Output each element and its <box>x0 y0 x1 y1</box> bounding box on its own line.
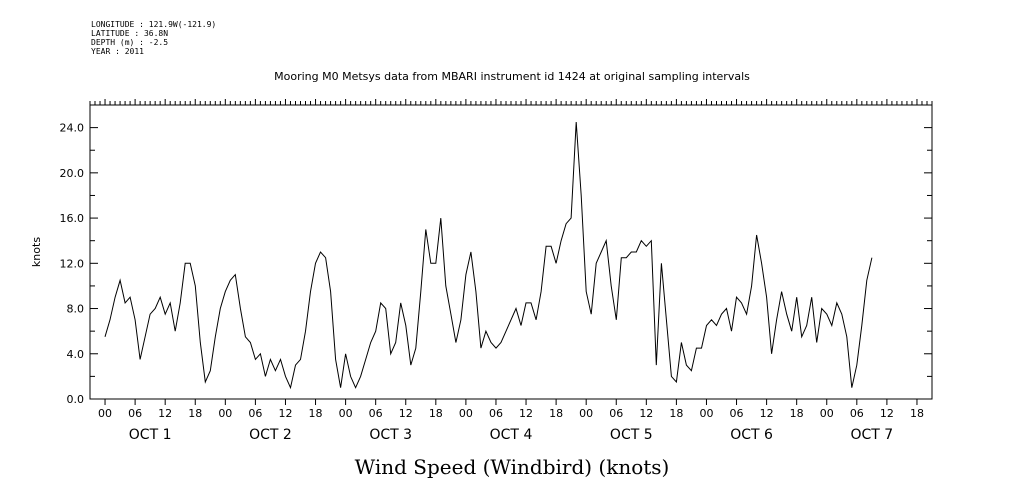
longitude-label: LONGITUDE : 121.9W(-121.9) <box>91 20 217 29</box>
x-tick-label: 00 <box>699 407 713 420</box>
x-tick-label: 12 <box>760 407 774 420</box>
y-tick-label: 16.0 <box>60 212 85 225</box>
x-tick-label: 18 <box>188 407 202 420</box>
year-label: YEAR : 2011 <box>91 47 144 56</box>
y-tick-label: 0.0 <box>67 393 85 406</box>
x-tick-labels: 00 06 12 18 00 06 12 18 00 06 12 18 00 06 12 18 00 06 12 18… <box>98 407 924 420</box>
day-label: OCT 6 <box>730 427 773 443</box>
x-tick-label: 06 <box>730 407 744 420</box>
metadata-block: LONGITUDE : 121.9W(-121.9) LATITUDE : 36… <box>91 20 216 56</box>
x-tick-label: 12 <box>158 407 172 420</box>
x-tick-label: 00 <box>98 407 112 420</box>
latitude-label: LATITUDE : 36.8N <box>91 29 169 38</box>
x-tick-label: 06 <box>369 407 383 420</box>
day-label: OCT 2 <box>249 427 292 443</box>
x-tick-label: 00 <box>459 407 473 420</box>
x-tick-label: 00 <box>820 407 834 420</box>
x-tick-label: 18 <box>910 407 924 420</box>
plot-frame <box>89 104 933 400</box>
x-tick-label: 06 <box>248 407 262 420</box>
x-tick-label: 06 <box>609 407 623 420</box>
chart-title: Mooring M0 Metsys data from MBARI instru… <box>274 70 750 83</box>
x-tick-label: 18 <box>309 407 323 420</box>
day-label: OCT 4 <box>490 427 533 443</box>
x-tick-label: 12 <box>880 407 894 420</box>
day-label: OCT 1 <box>129 427 172 443</box>
y-tick-label: 20.0 <box>60 167 85 180</box>
day-labels: OCT 1 OCT 2 OCT 3 OCT 4 OCT 5 OCT 6 OCT 7 <box>129 427 893 443</box>
day-label: OCT 7 <box>850 427 893 443</box>
series-line-wind-speed <box>104 121 873 390</box>
x-tick-label: 00 <box>218 407 232 420</box>
x-tick-label: 06 <box>850 407 864 420</box>
x-tick-label: 12 <box>639 407 653 420</box>
x-tick-label: 12 <box>278 407 292 420</box>
axis-ticks <box>89 99 933 405</box>
y-tick-label: 8.0 <box>67 303 85 316</box>
x-tick-label: 06 <box>489 407 503 420</box>
x-tick-label: 12 <box>399 407 413 420</box>
x-tick-label: 00 <box>339 407 353 420</box>
y-axis-label: knots <box>30 237 43 267</box>
y-tick-label: 4.0 <box>67 348 85 361</box>
y-tick-label: 24.0 <box>60 122 85 135</box>
x-tick-label: 06 <box>128 407 142 420</box>
y-tick-label: 12.0 <box>60 257 85 270</box>
x-tick-label: 18 <box>790 407 804 420</box>
x-axis-label: Wind Speed (Windbird) (knots) <box>355 455 670 479</box>
depth-label: DEPTH (m) : -2.5 <box>91 38 169 47</box>
x-tick-label: 18 <box>549 407 563 420</box>
x-tick-label: 18 <box>669 407 683 420</box>
y-tick-labels: 0.0 4.0 8.0 12.0 16.0 20.0 24.0 <box>60 122 85 406</box>
x-tick-label: 18 <box>429 407 443 420</box>
day-label: OCT 5 <box>610 427 653 443</box>
day-label: OCT 3 <box>369 427 412 443</box>
x-tick-label: 00 <box>579 407 593 420</box>
x-tick-label: 12 <box>519 407 533 420</box>
